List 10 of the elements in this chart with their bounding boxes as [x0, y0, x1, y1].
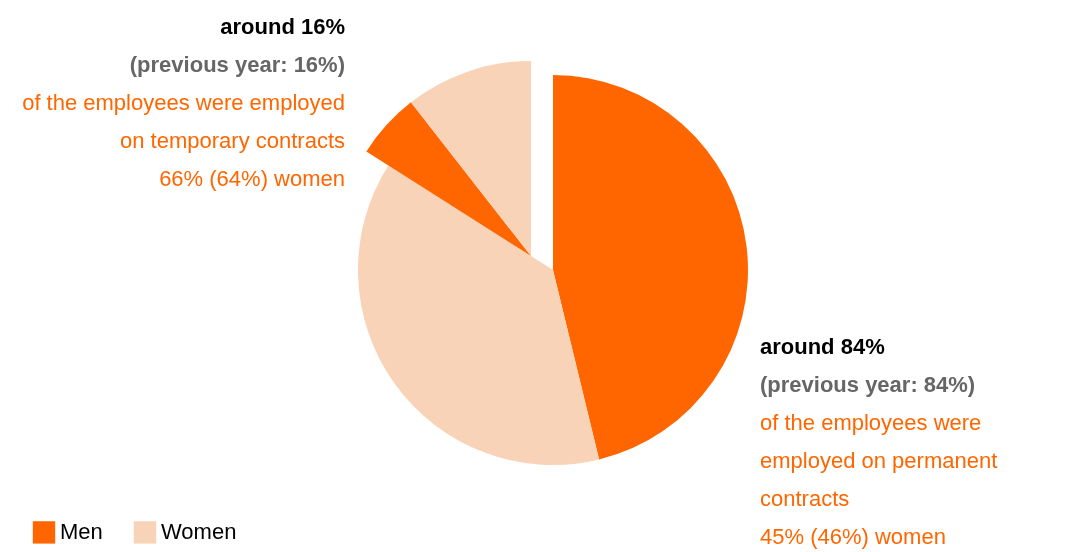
text: around 84%	[760, 333, 886, 361]
text: 66% (64%) women	[158, 165, 345, 193]
legend-label: Women	[161, 519, 237, 545]
text: of the employees were employed on permanent contracts	[760, 409, 999, 513]
text: (previous year: 84%)	[760, 371, 977, 399]
legend-label: Men	[60, 519, 103, 545]
text: around 16%	[219, 13, 345, 41]
text: 45% (46%) women	[760, 523, 947, 551]
text: (previous year: 16%)	[128, 51, 345, 79]
text: of the employees were employed on temporary contracts	[21, 89, 345, 155]
